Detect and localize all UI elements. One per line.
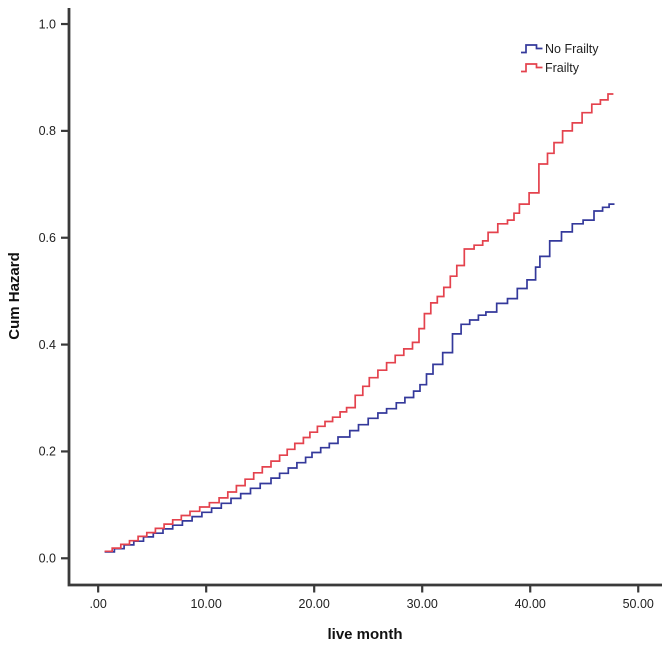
legend-label-no-frailty: No Frailty xyxy=(545,42,599,56)
frailty-step-icon xyxy=(521,63,543,73)
x-tick-label: 20.00 xyxy=(299,597,330,611)
y-tick-label: 0.0 xyxy=(39,552,56,566)
x-tick-label: 10.00 xyxy=(191,597,222,611)
x-tick-label: 40.00 xyxy=(515,597,546,611)
x-tick-label: 30.00 xyxy=(407,597,438,611)
y-tick-label: 0.6 xyxy=(39,231,56,245)
axis-lines xyxy=(67,8,662,587)
y-axis-title: Cum Hazard xyxy=(6,252,23,340)
no-frailty-step-icon xyxy=(521,44,543,54)
legend: No Frailty Frailty xyxy=(521,42,599,75)
legend-entry-no-frailty: No Frailty xyxy=(521,42,599,56)
axis-tick-labels: .00 10.00 20.00 30.00 40.00 50.00 0.0 0.2 0.4 0.6… xyxy=(39,17,654,611)
series-no-frailty xyxy=(104,203,615,553)
y-tick-label: 0.4 xyxy=(39,338,56,352)
series-frailty xyxy=(104,93,614,553)
legend-entry-frailty: Frailty xyxy=(521,61,580,75)
x-tick-label: 50.00 xyxy=(623,597,654,611)
x-tick-label: .00 xyxy=(89,597,106,611)
y-tick-label: 1.0 xyxy=(39,17,56,31)
y-tick-label: 0.8 xyxy=(39,124,56,138)
x-axis-title: live month xyxy=(327,626,402,643)
legend-label-frailty: Frailty xyxy=(545,61,580,75)
axis-ticks xyxy=(61,22,640,593)
series-curves xyxy=(104,93,615,553)
y-tick-label: 0.2 xyxy=(39,445,56,459)
